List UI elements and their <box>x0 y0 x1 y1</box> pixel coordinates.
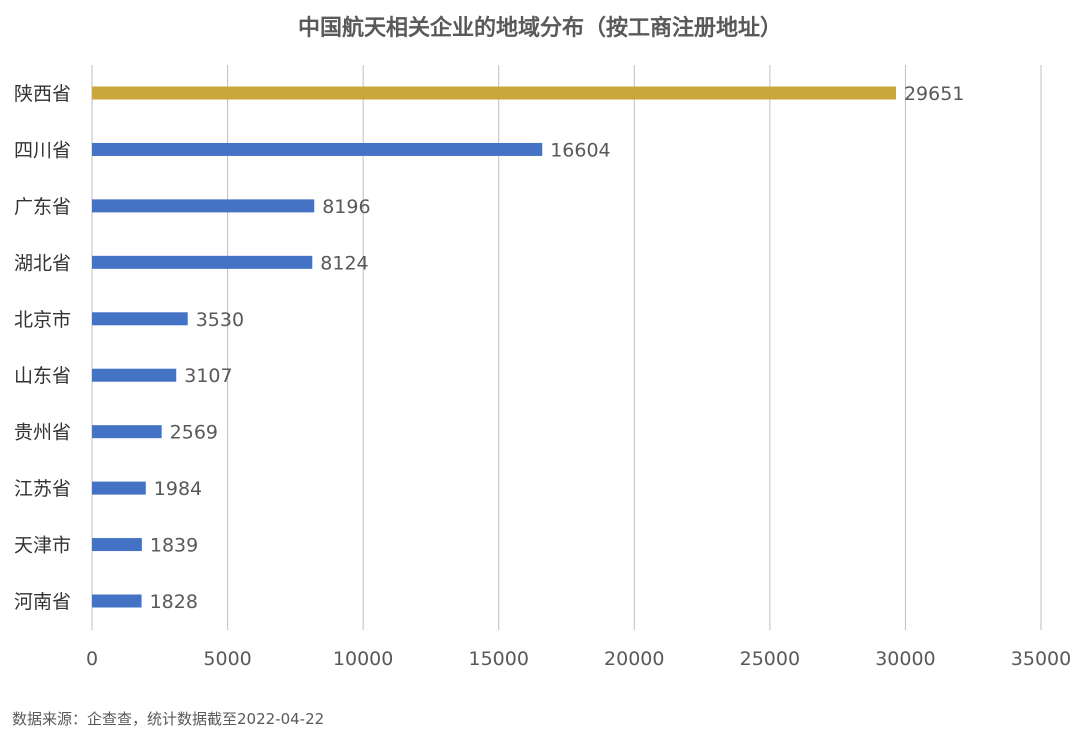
x-tick-label: 30000 <box>875 648 935 670</box>
x-tick-label: 25000 <box>740 648 800 670</box>
category-label: 北京市 <box>14 309 71 331</box>
data-label: 3530 <box>196 309 244 331</box>
data-label: 8196 <box>322 196 370 218</box>
data-label: 3107 <box>184 365 232 387</box>
bar <box>92 425 162 439</box>
data-label: 8124 <box>320 252 368 274</box>
data-label: 29651 <box>904 83 964 105</box>
bar <box>92 86 896 100</box>
x-tick-label: 0 <box>86 648 98 670</box>
x-tick-label: 5000 <box>203 648 251 670</box>
data-label: 1828 <box>150 591 198 613</box>
bar <box>92 142 543 156</box>
bar <box>92 368 177 382</box>
category-label: 天津市 <box>14 535 71 557</box>
category-label: 四川省 <box>14 139 71 161</box>
category-label: 陕西省 <box>14 83 71 105</box>
x-tick-label: 15000 <box>468 648 528 670</box>
chart-title: 中国航天相关企业的地域分布（按工商注册地址） <box>298 15 782 41</box>
data-label: 2569 <box>170 422 218 444</box>
bar <box>92 255 313 269</box>
category-label: 河南省 <box>14 591 71 613</box>
data-label: 1839 <box>150 535 198 557</box>
category-label: 江苏省 <box>14 478 71 500</box>
bar <box>92 481 146 495</box>
bar <box>92 199 315 213</box>
bar <box>92 312 188 326</box>
bar <box>92 538 142 552</box>
x-tick-label: 10000 <box>333 648 393 670</box>
data-label: 1984 <box>154 478 202 500</box>
footnote: 数据来源：企查查，统计数据截至2022-04-22 <box>12 710 324 728</box>
data-label: 16604 <box>550 139 610 161</box>
bar <box>92 594 142 608</box>
x-tick-label: 20000 <box>604 648 664 670</box>
category-label: 广东省 <box>14 196 71 218</box>
category-label: 山东省 <box>14 365 71 387</box>
x-tick-label: 35000 <box>1011 648 1071 670</box>
category-label: 贵州省 <box>14 422 71 444</box>
category-label: 湖北省 <box>14 252 71 274</box>
